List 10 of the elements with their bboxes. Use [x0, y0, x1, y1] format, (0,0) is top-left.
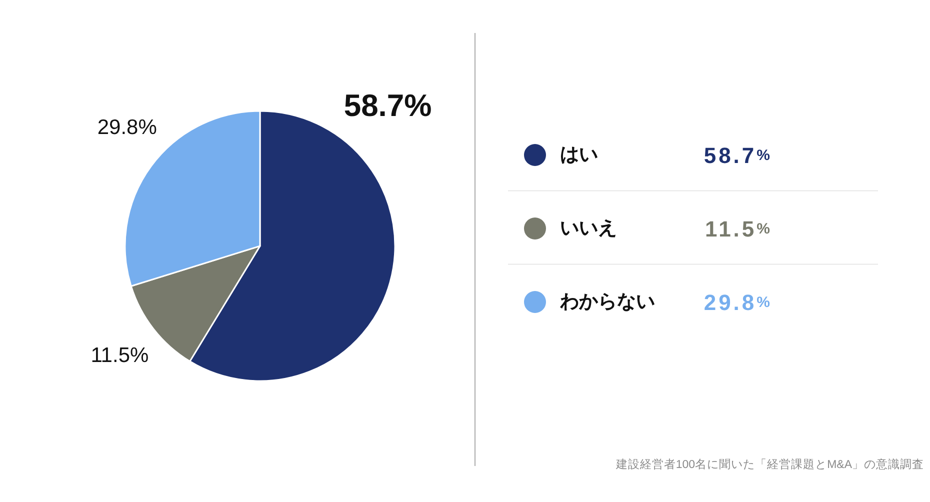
legend-label: わからない — [560, 292, 655, 312]
legend-label: はい — [560, 144, 598, 166]
legend-label: いいえ — [560, 218, 617, 239]
data-label: 58.7% — [344, 88, 432, 123]
legend-value: 11.5% — [705, 216, 770, 241]
legend-value: 29.8% — [704, 290, 770, 314]
annotation: 建設経営者100名に聞いた「経営課題とM&A」の意識調査 — [616, 459, 924, 471]
data-label: 11.5% — [90, 344, 149, 368]
data-label: 29.8% — [97, 116, 157, 140]
legend-value: 58.7% — [704, 142, 770, 168]
